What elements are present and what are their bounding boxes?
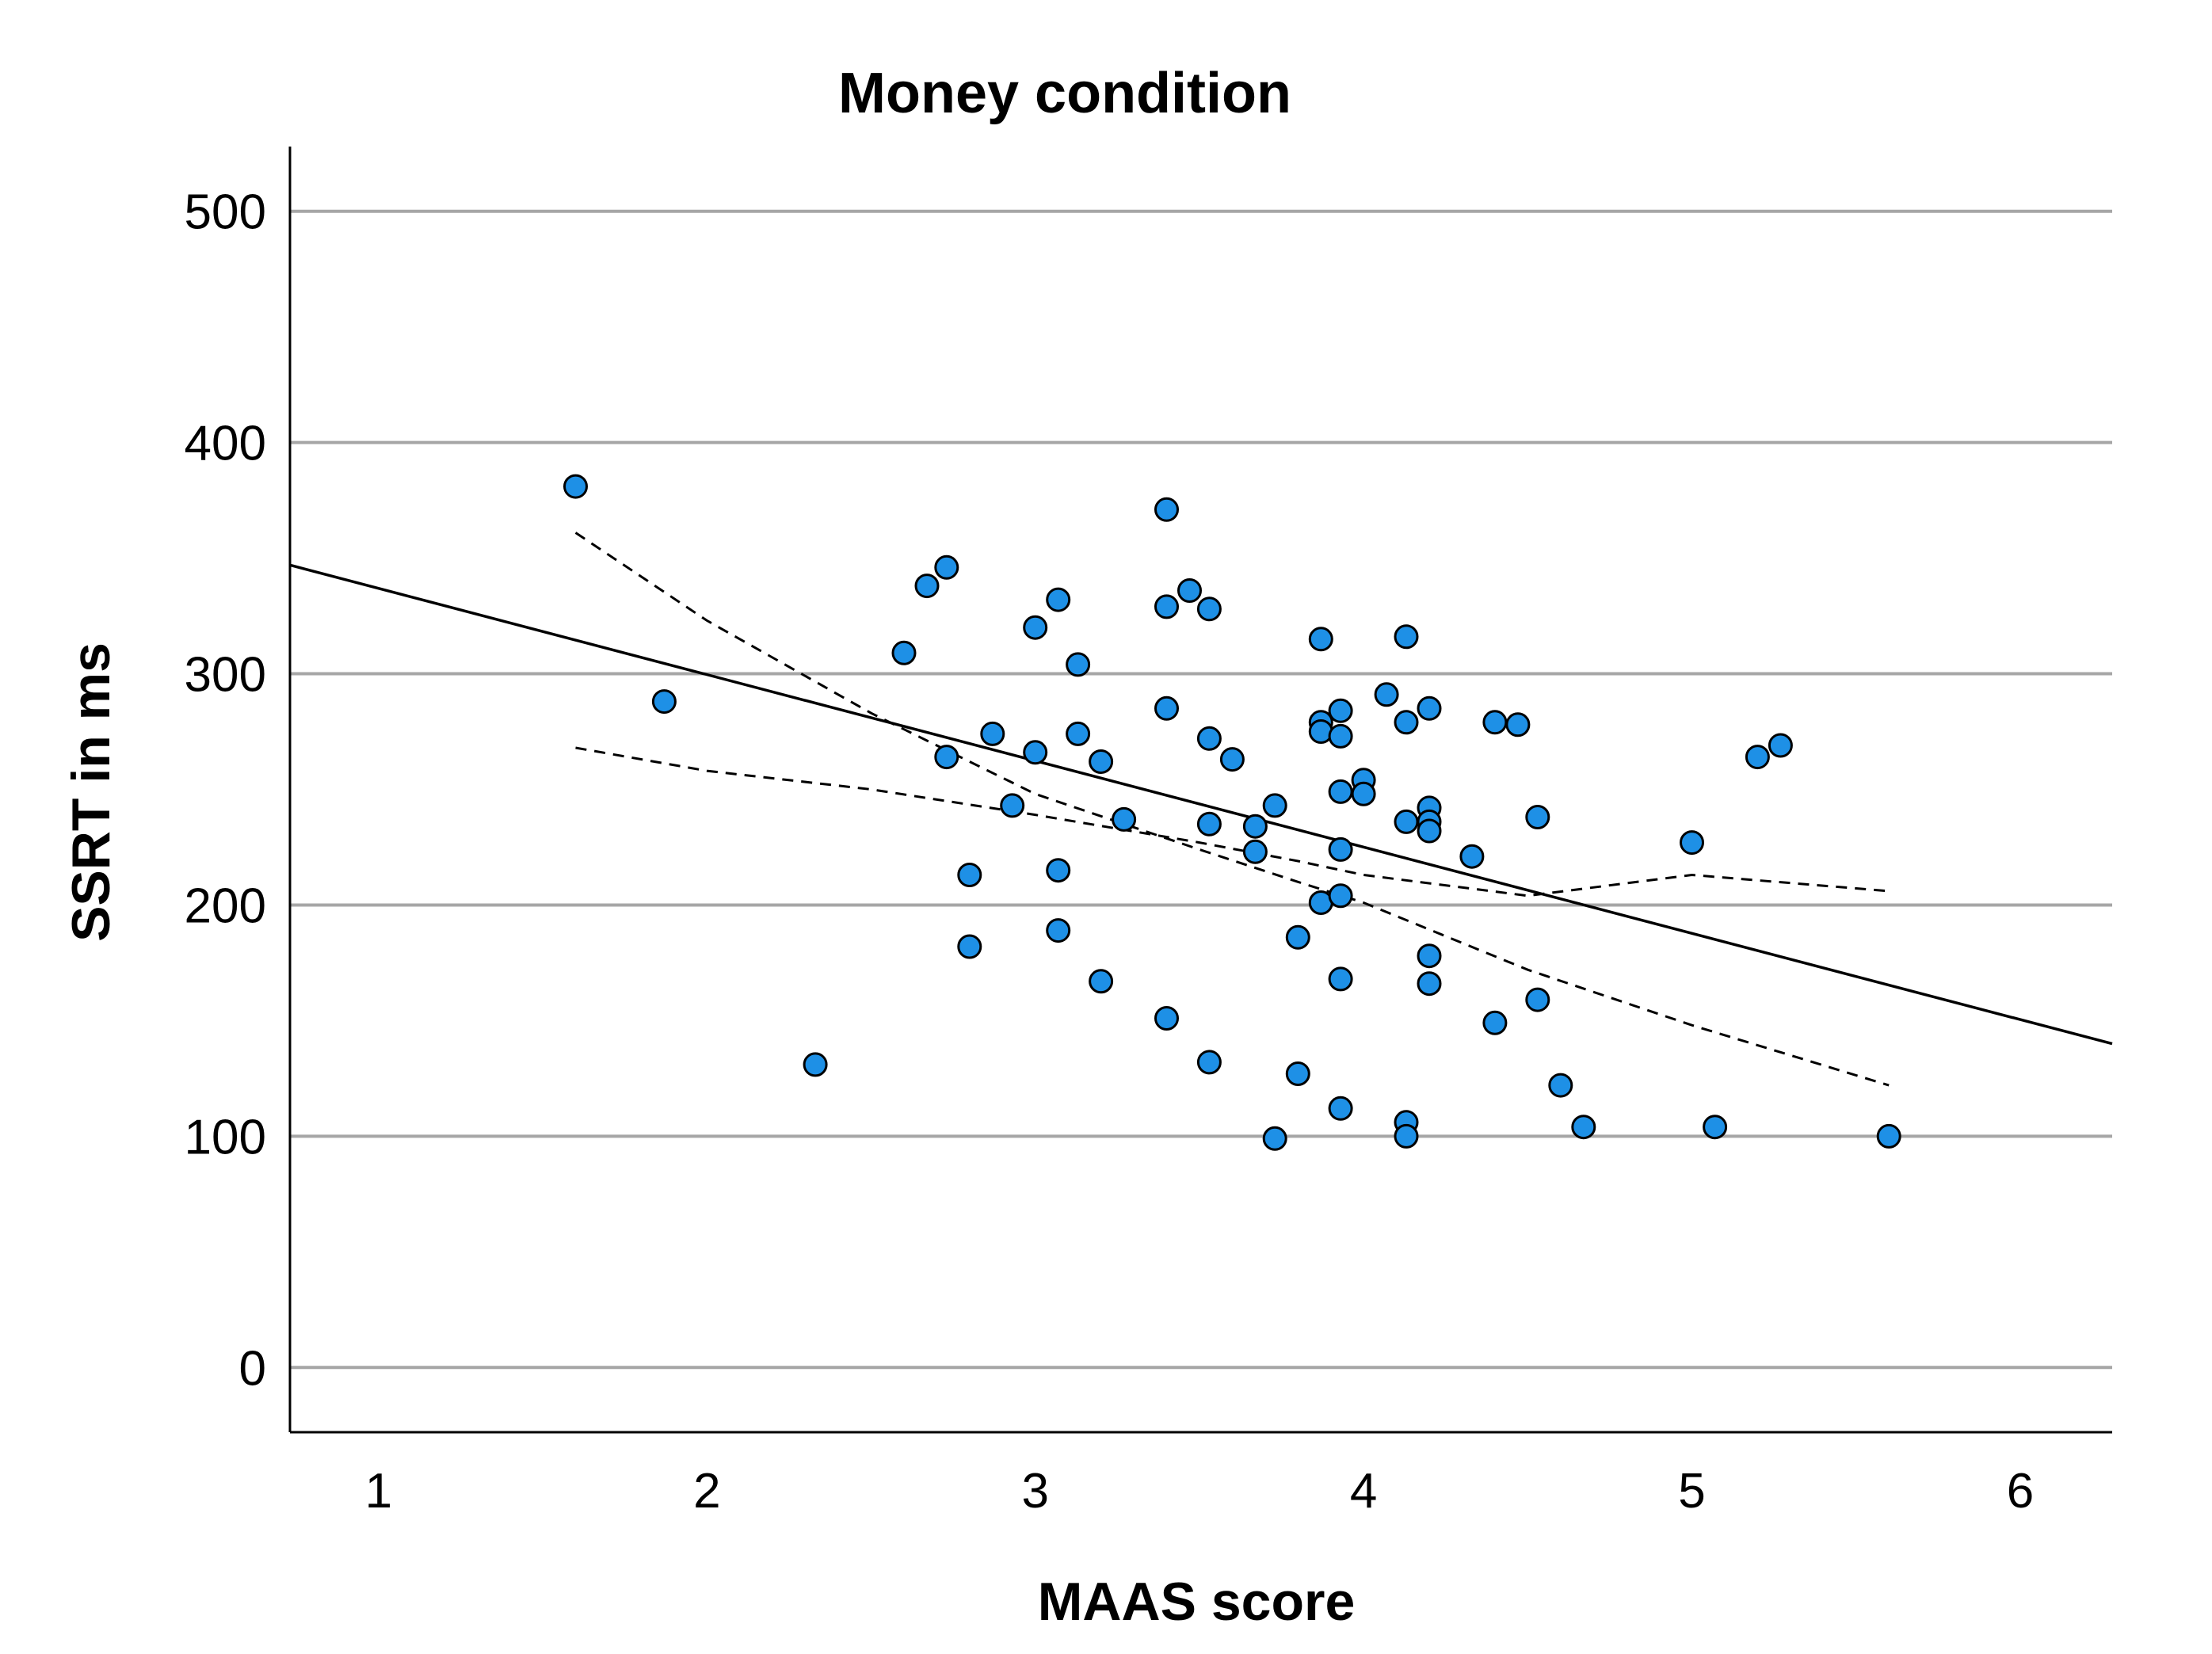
data-point [1394, 624, 1419, 650]
data-point [1394, 1123, 1419, 1149]
ci-upper-line [574, 532, 1890, 1087]
data-point [1876, 1123, 1901, 1149]
data-point [1196, 726, 1222, 751]
y-tick-label: 0 [239, 1341, 266, 1396]
data-point [934, 745, 959, 770]
data-point [1219, 747, 1245, 772]
data-point [1242, 839, 1268, 864]
data-point [1328, 837, 1353, 862]
data-point [1745, 745, 1770, 770]
x-tick-label: 6 [2007, 1464, 2034, 1519]
data-point [1262, 1126, 1287, 1151]
regression-line-group [289, 563, 2113, 1046]
data-point [1525, 987, 1550, 1012]
data-point [1196, 1050, 1222, 1075]
data-point [1262, 793, 1287, 818]
data-point [1525, 805, 1550, 829]
data-point [1548, 1073, 1573, 1098]
x-tick-labels: 1 2 3 4 5 6 [365, 1464, 2035, 1519]
regression-line [289, 563, 2113, 1046]
confidence-interval-lines [574, 532, 1890, 1087]
data-point [1768, 733, 1793, 758]
data-point [1328, 966, 1353, 992]
x-tick-label: 5 [1678, 1464, 1705, 1519]
data-point [1394, 710, 1419, 735]
y-tick-label: 300 [185, 648, 266, 703]
data-point [1112, 806, 1137, 832]
data-point [1046, 587, 1071, 612]
data-point [803, 1052, 828, 1077]
data-point [1703, 1115, 1728, 1140]
data-point [957, 934, 982, 959]
data-point [1417, 943, 1442, 969]
data-point [934, 555, 959, 580]
x-tick-label: 3 [1021, 1464, 1048, 1519]
data-point [1482, 710, 1508, 735]
ci-lower-line [575, 746, 1890, 898]
data-point [1023, 740, 1048, 765]
axes [288, 147, 2112, 1434]
data-point [1571, 1115, 1596, 1140]
data-point [1046, 858, 1071, 883]
data-point [1328, 779, 1353, 804]
y-axis-title: SSRT in ms [61, 642, 121, 942]
data-points [563, 474, 1901, 1151]
gridlines [290, 209, 2112, 1370]
data-point [1089, 749, 1114, 774]
data-point [1328, 1096, 1353, 1121]
data-point [1394, 809, 1419, 834]
data-point [1196, 596, 1222, 622]
x-tick-label: 1 [365, 1464, 392, 1519]
data-point [1285, 1061, 1310, 1086]
data-point [1089, 969, 1114, 994]
data-point [1177, 578, 1202, 603]
data-point [563, 474, 588, 499]
data-point [651, 689, 677, 715]
data-point [1066, 652, 1091, 677]
data-point [1154, 1006, 1179, 1031]
data-point [1417, 696, 1442, 721]
data-point [1000, 793, 1025, 818]
data-point [1328, 723, 1353, 749]
y-tick-label: 200 [185, 878, 266, 933]
data-point [1374, 682, 1399, 707]
data-point [1351, 781, 1376, 806]
y-tick-label: 500 [185, 185, 266, 240]
data-point [1328, 698, 1353, 723]
data-point [980, 721, 1005, 746]
data-point [1023, 615, 1048, 640]
data-point [1680, 830, 1704, 856]
data-point [957, 863, 982, 887]
data-point [1417, 971, 1442, 997]
data-point [914, 574, 940, 599]
data-point [891, 640, 917, 665]
x-tick-label: 2 [693, 1464, 720, 1519]
y-tick-label: 400 [185, 417, 266, 471]
data-point [1196, 811, 1222, 837]
data-point [1328, 883, 1353, 909]
data-point [1154, 696, 1179, 721]
data-point [1154, 497, 1179, 522]
data-point [1308, 627, 1333, 652]
chart-title: Money condition [838, 62, 1291, 125]
data-point [1417, 818, 1442, 844]
data-point [1285, 924, 1310, 950]
data-point [1505, 712, 1531, 737]
data-point [1459, 844, 1485, 869]
data-point [1066, 721, 1091, 746]
y-tick-labels: 0 100 200 300 400 500 [185, 185, 266, 1397]
data-point [1154, 594, 1179, 619]
data-point [1046, 918, 1071, 943]
x-tick-label: 4 [1350, 1464, 1377, 1519]
data-point [1482, 1010, 1508, 1035]
data-point [1242, 814, 1268, 839]
x-axis-title: MAAS score [1038, 1572, 1356, 1632]
y-tick-label: 100 [185, 1110, 266, 1164]
